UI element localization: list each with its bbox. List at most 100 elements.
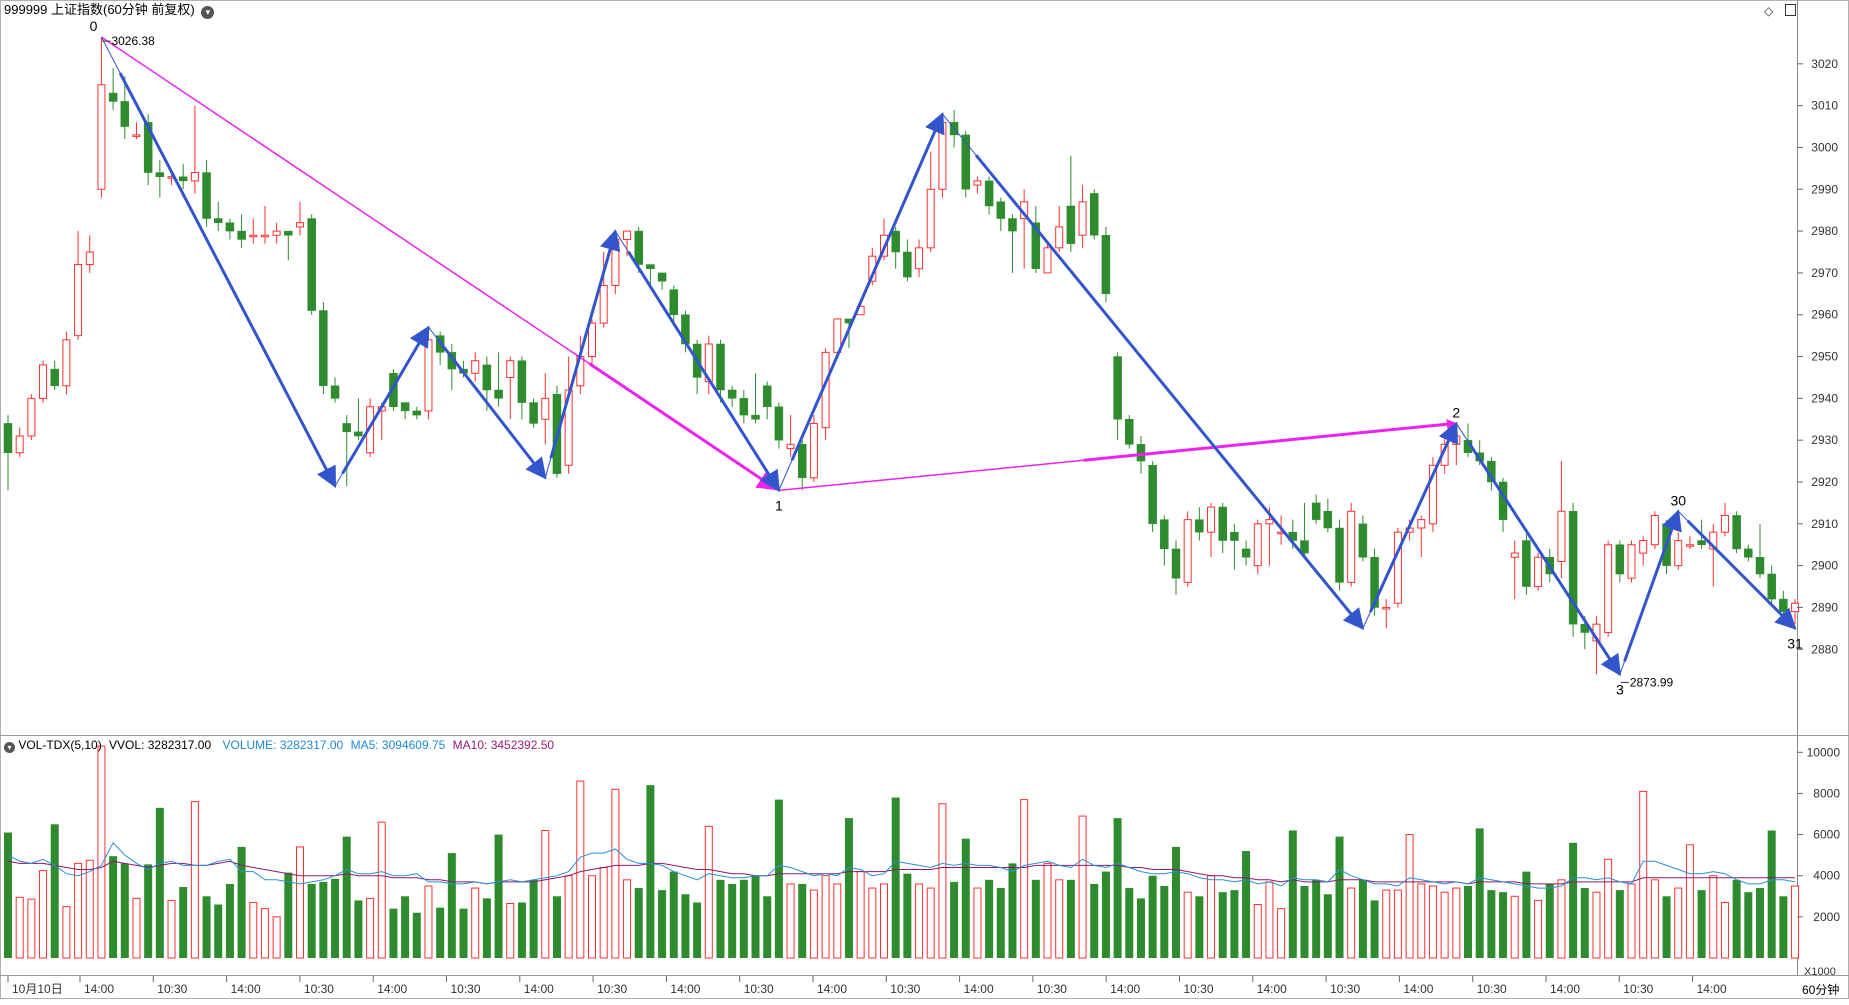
price-tick-label: 3010	[1811, 99, 1838, 113]
volume-bar	[202, 896, 211, 958]
volume-bar	[1662, 896, 1671, 958]
x-tick-label: 14:00	[817, 982, 847, 996]
volume-bar	[552, 896, 561, 958]
candle	[412, 406, 422, 420]
candle	[517, 356, 527, 420]
candle-body	[1744, 548, 1753, 558]
volume-bar	[1043, 862, 1052, 959]
volume-bar	[307, 883, 316, 958]
volume-bar	[646, 785, 655, 958]
candle	[132, 122, 141, 140]
volume-bar	[155, 807, 164, 958]
candle	[1101, 226, 1111, 303]
candle-body	[657, 272, 667, 282]
diamond-icon[interactable]: ◇	[1764, 4, 1774, 18]
volume-bar	[786, 883, 795, 959]
candle	[646, 264, 655, 286]
volume-bar	[1382, 889, 1391, 959]
vol-unit-label: X1000	[1804, 966, 1836, 978]
volume-bar	[1464, 886, 1472, 958]
candle-body	[1568, 511, 1578, 625]
candle-body	[62, 339, 71, 387]
volume-bar	[412, 912, 421, 958]
candle	[1382, 599, 1391, 629]
dropdown-icon[interactable]: ▾	[201, 6, 215, 19]
volume-bar	[1335, 836, 1344, 958]
volume-bar	[950, 881, 959, 958]
volume-bar	[1405, 834, 1414, 959]
x-tick-label: 10月10日	[12, 982, 63, 996]
candle	[623, 230, 632, 257]
candle-body	[424, 339, 433, 412]
volume-bar	[1475, 828, 1484, 958]
volume-bar	[1242, 851, 1251, 958]
volume-bar	[891, 797, 900, 958]
candle-body	[307, 218, 316, 311]
candle	[1323, 498, 1333, 533]
volume-bar	[459, 908, 468, 958]
volume-bar	[1499, 892, 1508, 958]
candle	[1171, 540, 1181, 595]
candle	[1568, 502, 1578, 637]
candle-body	[506, 360, 515, 378]
price-tick-label: 2970	[1811, 266, 1838, 280]
volume-bar	[1207, 875, 1216, 959]
candle-body	[1557, 510, 1566, 562]
candle	[1253, 519, 1262, 574]
candle-body	[132, 134, 141, 137]
candle	[202, 160, 211, 227]
candle	[225, 218, 235, 240]
annotation-layer: 0 3026.38 1 2 3 2873.99 30 31	[90, 18, 1803, 697]
ma10-line	[7, 860, 1795, 885]
volume-bar	[1627, 883, 1636, 959]
volume-bar	[529, 879, 538, 958]
wave-arrow	[549, 229, 621, 459]
period-label[interactable]: 60分钟	[1802, 983, 1840, 997]
volume-bar	[85, 859, 94, 959]
x-tick-label: 14:00	[377, 982, 407, 996]
candle-body	[1008, 218, 1017, 232]
candle	[1498, 477, 1508, 533]
volume-bar	[961, 838, 970, 958]
candle-body	[1650, 514, 1659, 546]
candle-body	[541, 397, 550, 420]
candle-body	[1253, 523, 1262, 567]
candle-body	[15, 435, 24, 454]
volume-bar	[1510, 895, 1519, 959]
volume-bar	[62, 906, 71, 959]
candle	[400, 402, 410, 420]
candle-body	[1148, 465, 1157, 525]
volume-bar	[39, 870, 48, 959]
volume-bar	[167, 899, 176, 959]
candle-body	[727, 389, 737, 399]
candle	[97, 37, 106, 198]
axis-layer: 2880 2890 2900 2910 2920 2930 2940 2950 2960 2970…	[7, 57, 1840, 996]
volume-bar	[1090, 883, 1099, 958]
restore-icon[interactable]	[1784, 4, 1796, 16]
volume-bar	[132, 897, 141, 959]
volume-bar	[1487, 890, 1496, 958]
candle	[1148, 461, 1157, 533]
candle-body	[1207, 506, 1216, 533]
candle	[1557, 461, 1566, 579]
candle-body	[809, 422, 818, 479]
candle-body	[190, 172, 199, 182]
volume-tick-label: 8000	[1813, 786, 1840, 800]
volume-bar	[436, 907, 445, 958]
candle	[1732, 511, 1741, 554]
candle-body	[120, 101, 130, 127]
candle-body	[1627, 544, 1636, 579]
wave-label: 3	[1616, 681, 1624, 697]
candle	[821, 348, 830, 441]
candle-body	[494, 389, 503, 399]
candle-body	[1382, 606, 1391, 610]
candle	[1066, 155, 1076, 252]
wave-layer	[100, 36, 1797, 677]
volume-bar	[739, 879, 748, 958]
price-tick-label: 2910	[1811, 517, 1838, 531]
volume-bar	[716, 879, 725, 958]
candle	[1183, 511, 1192, 587]
collapse-icon[interactable]: ▾	[4, 742, 15, 753]
candle-body	[588, 322, 596, 358]
candle	[1347, 502, 1356, 587]
